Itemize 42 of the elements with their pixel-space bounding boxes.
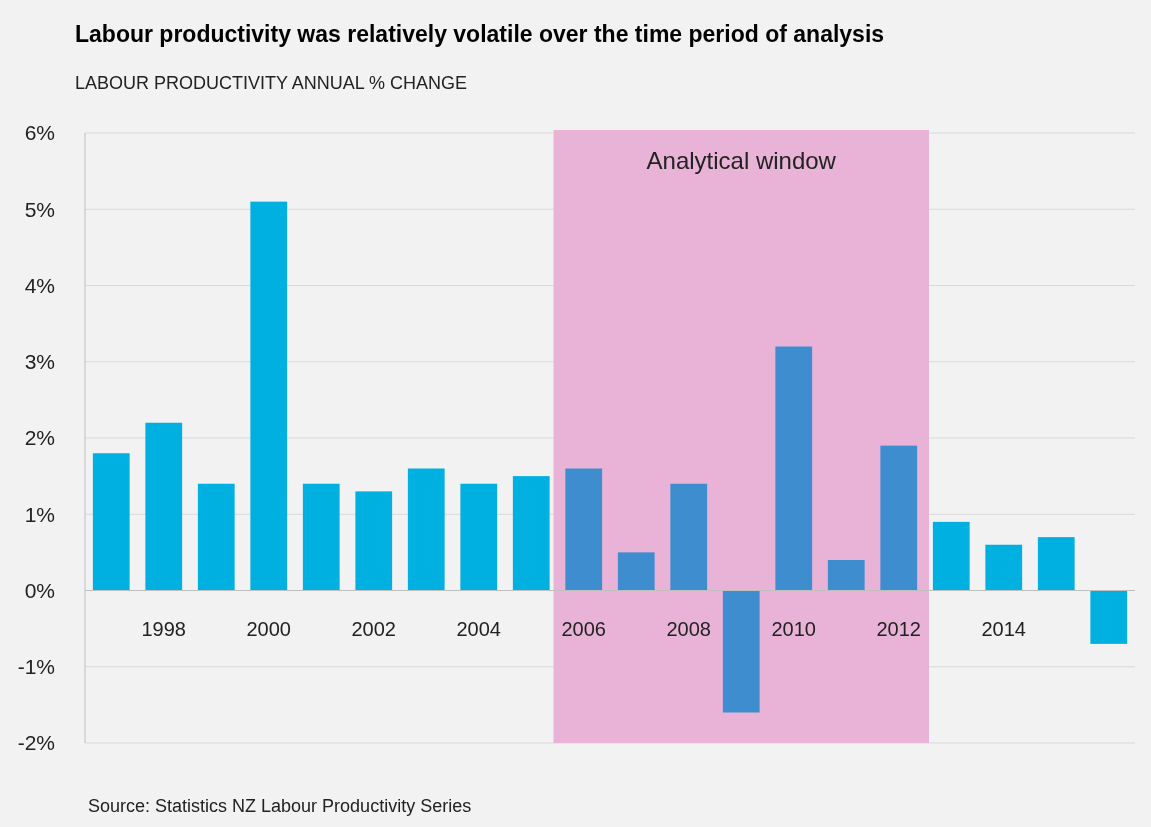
x-tick-label: 2012 bbox=[876, 617, 921, 640]
bar bbox=[92, 453, 130, 591]
y-tick-label: 5% bbox=[24, 197, 55, 221]
bar bbox=[670, 483, 708, 591]
bar bbox=[775, 346, 813, 591]
bar bbox=[880, 445, 918, 591]
y-tick-label: 4% bbox=[24, 273, 55, 297]
x-tick-label: 2000 bbox=[246, 617, 291, 640]
y-tick-label: 3% bbox=[24, 350, 55, 374]
bar bbox=[302, 483, 340, 591]
bar bbox=[722, 590, 760, 713]
x-tick-label: 2008 bbox=[666, 617, 711, 640]
bar bbox=[617, 552, 655, 591]
bar bbox=[250, 201, 288, 591]
chart-title: Labour productivity was relatively volatile over the time period of analysis bbox=[75, 21, 885, 47]
bar bbox=[145, 422, 183, 591]
y-tick-label: 0% bbox=[24, 578, 55, 602]
chart-subtitle: LABOUR PRODUCTIVITY ANNUAL % CHANGE bbox=[75, 73, 468, 93]
source-note: Source: Statistics NZ Labour Productivity Series bbox=[88, 796, 472, 816]
bar bbox=[985, 544, 1023, 591]
x-tick-label: 2014 bbox=[981, 617, 1026, 640]
bar bbox=[197, 483, 235, 591]
x-tick-label: 2002 bbox=[351, 617, 396, 640]
y-tick-label: 6% bbox=[24, 121, 55, 145]
x-tick-label: 2004 bbox=[456, 617, 501, 640]
x-tick-label: 2006 bbox=[561, 617, 606, 640]
band-label: Analytical window bbox=[646, 147, 837, 174]
bar bbox=[460, 483, 498, 591]
bar bbox=[827, 560, 865, 591]
bar bbox=[1090, 590, 1128, 644]
bar bbox=[355, 491, 393, 591]
bar bbox=[565, 468, 603, 591]
y-tick-label: 2% bbox=[24, 426, 55, 450]
y-tick-label: -2% bbox=[17, 731, 55, 755]
x-tick-label: 2010 bbox=[771, 617, 816, 640]
bar bbox=[932, 521, 970, 591]
bar bbox=[1037, 537, 1075, 591]
bar bbox=[512, 476, 550, 591]
y-tick-label: -1% bbox=[17, 655, 55, 679]
x-tick-label: 1998 bbox=[141, 617, 186, 640]
bar bbox=[407, 468, 445, 591]
y-tick-label: 1% bbox=[24, 502, 55, 526]
